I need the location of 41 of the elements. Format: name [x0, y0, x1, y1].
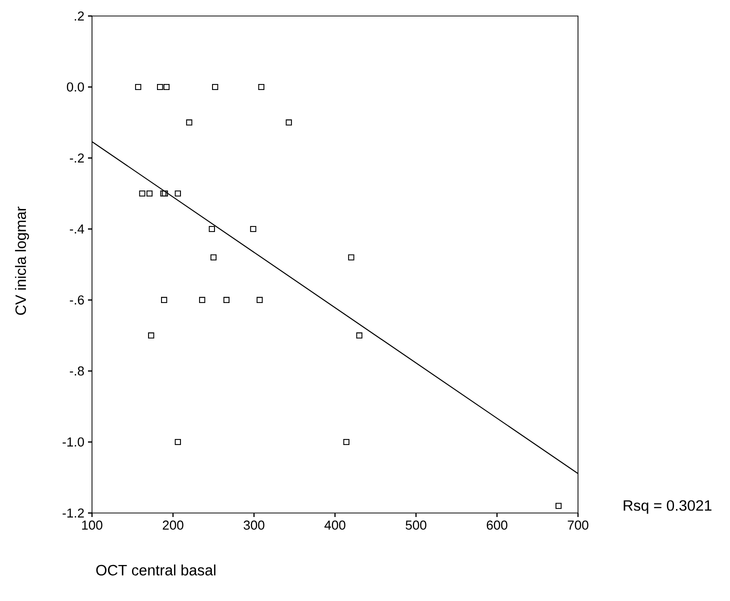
point: [343, 438, 350, 446]
point: [139, 190, 146, 197]
point: [210, 254, 217, 260]
point: [146, 190, 153, 197]
point: [161, 296, 168, 304]
point: [250, 226, 256, 232]
point: [212, 84, 218, 90]
x-tick-label: 700: [568, 520, 588, 530]
x-tick-label: 600: [486, 520, 508, 530]
point: [223, 296, 230, 304]
y-tick-label: -.2: [70, 153, 84, 163]
text: Rsq = 0.3021: [624, 500, 712, 514]
point: [258, 84, 264, 90]
point: [174, 190, 181, 197]
point: [348, 254, 354, 260]
point: [174, 438, 181, 446]
x-tick-label: 200: [162, 520, 184, 530]
point: [356, 332, 362, 339]
point: [148, 332, 154, 339]
point: [208, 226, 215, 232]
point: [135, 84, 142, 90]
y-tick-label: -1.0: [62, 437, 84, 447]
x-tick-label: 100: [82, 520, 102, 530]
x-tick-label: 500: [406, 520, 426, 530]
y-tick-label: -.8: [70, 366, 84, 376]
point: [199, 296, 206, 304]
y-tick-label: -.4: [70, 224, 84, 234]
y-tick-label: -.6: [70, 295, 84, 305]
y-tick-label: -1.2: [62, 508, 84, 518]
y-tick-label: 0.0: [66, 82, 84, 92]
y-axis-title: CV inicla logmar: [15, 206, 29, 315]
point: [156, 84, 164, 90]
point: [163, 84, 170, 90]
point: [556, 502, 562, 509]
point: [256, 296, 263, 304]
y-tick-label: .2: [74, 11, 84, 21]
x-tick-label: 300: [244, 520, 264, 530]
point: [286, 119, 292, 126]
x-axis-title: OCT central basal: [96, 564, 216, 576]
x-tick-label: 400: [324, 520, 346, 530]
point: [186, 119, 192, 126]
